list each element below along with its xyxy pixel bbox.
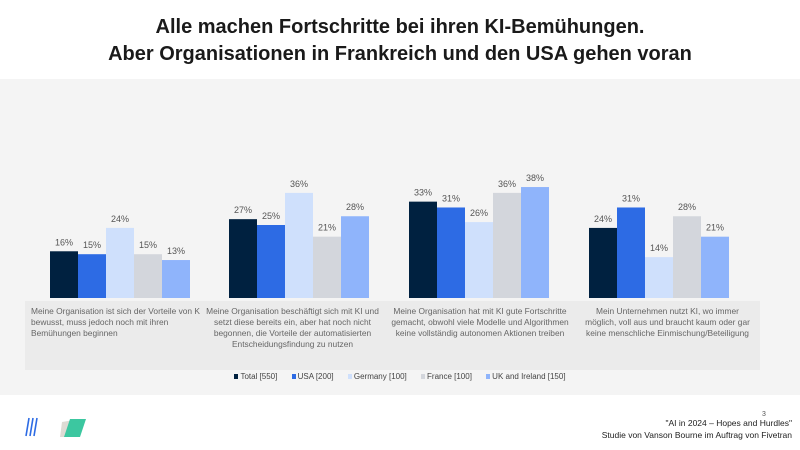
data-label: 33% (414, 188, 432, 198)
legend-swatch (347, 374, 352, 380)
footer-study-title: "AI in 2024 – Hopes and Hurdles" (665, 418, 792, 428)
legend-swatch (486, 374, 491, 380)
bar (257, 225, 285, 298)
category-label-2: Meine Organisation beschäftigt sich mit … (200, 301, 385, 370)
bar (701, 236, 729, 298)
data-label: 24% (594, 214, 612, 224)
legend-item-germany: Germany [100] (347, 372, 407, 381)
bar (437, 207, 465, 298)
data-label: 14% (650, 243, 668, 253)
bar (134, 254, 162, 298)
data-label: 25% (262, 211, 280, 221)
bar (409, 201, 437, 298)
legend-item-total: Total [550] (234, 372, 277, 381)
category-label-1: Meine Organisation ist sich der Vorteile… (25, 301, 210, 370)
page-number: 3 (762, 411, 766, 418)
title-line-1: Alle machen Fortschritte bei ihren KI-Be… (155, 16, 645, 38)
data-label: 31% (442, 193, 460, 203)
footer-study-credit: Studie von Vanson Bourne im Auftrag von … (601, 430, 792, 440)
data-label: 15% (139, 240, 157, 250)
legend-item-uk-ireland: UK and Ireland [150] (486, 372, 566, 381)
category-label-3: Meine Organisation hat mit KI gute Forts… (385, 301, 575, 370)
bar (493, 192, 521, 298)
bar (162, 260, 190, 298)
slide-title: Alle machen Fortschritte bei ihren KI-Be… (0, 14, 800, 68)
legend-item-usa: USA [200] (291, 372, 334, 381)
data-label: 21% (318, 223, 336, 233)
bar (313, 236, 341, 298)
bar (465, 222, 493, 298)
vanson-bourne-logo-icon (25, 417, 38, 437)
data-label: 31% (622, 193, 640, 203)
bar (341, 216, 369, 298)
data-label: 28% (346, 202, 364, 212)
data-label: 24% (111, 214, 129, 224)
bar (285, 192, 313, 298)
data-label: 27% (234, 205, 252, 215)
legend-swatch (421, 374, 426, 380)
bar (589, 227, 617, 298)
category-label-4: Mein Unternehmen nutzt KI, wo immer mögl… (575, 301, 760, 370)
bar (673, 216, 701, 298)
bar (78, 254, 106, 298)
data-label: 36% (290, 179, 308, 189)
logos (25, 417, 86, 437)
legend-item-france: France [100] (421, 372, 472, 381)
bar (617, 207, 645, 298)
data-label: 38% (526, 173, 544, 183)
bar (521, 187, 549, 298)
legend-swatch (291, 374, 296, 380)
bar (50, 251, 78, 298)
data-label: 28% (678, 202, 696, 212)
title-line-2: Aber Organisationen in Frankreich und de… (108, 43, 692, 65)
data-label: 36% (498, 179, 516, 189)
data-label: 16% (55, 237, 73, 247)
data-label: 26% (470, 208, 488, 218)
data-label: 21% (706, 223, 724, 233)
fivetran-logo-icon (60, 419, 86, 437)
bar (106, 227, 134, 298)
footer-source: "AI in 2024 – Hopes and Hurdles" Studie … (602, 417, 792, 441)
bar (229, 219, 257, 298)
data-label: 15% (83, 240, 101, 250)
legend-swatch (234, 374, 239, 380)
bar (645, 257, 673, 298)
data-label: 13% (167, 246, 185, 256)
legend: Total [550] USA [200] Germany [100] Fran… (0, 372, 800, 381)
